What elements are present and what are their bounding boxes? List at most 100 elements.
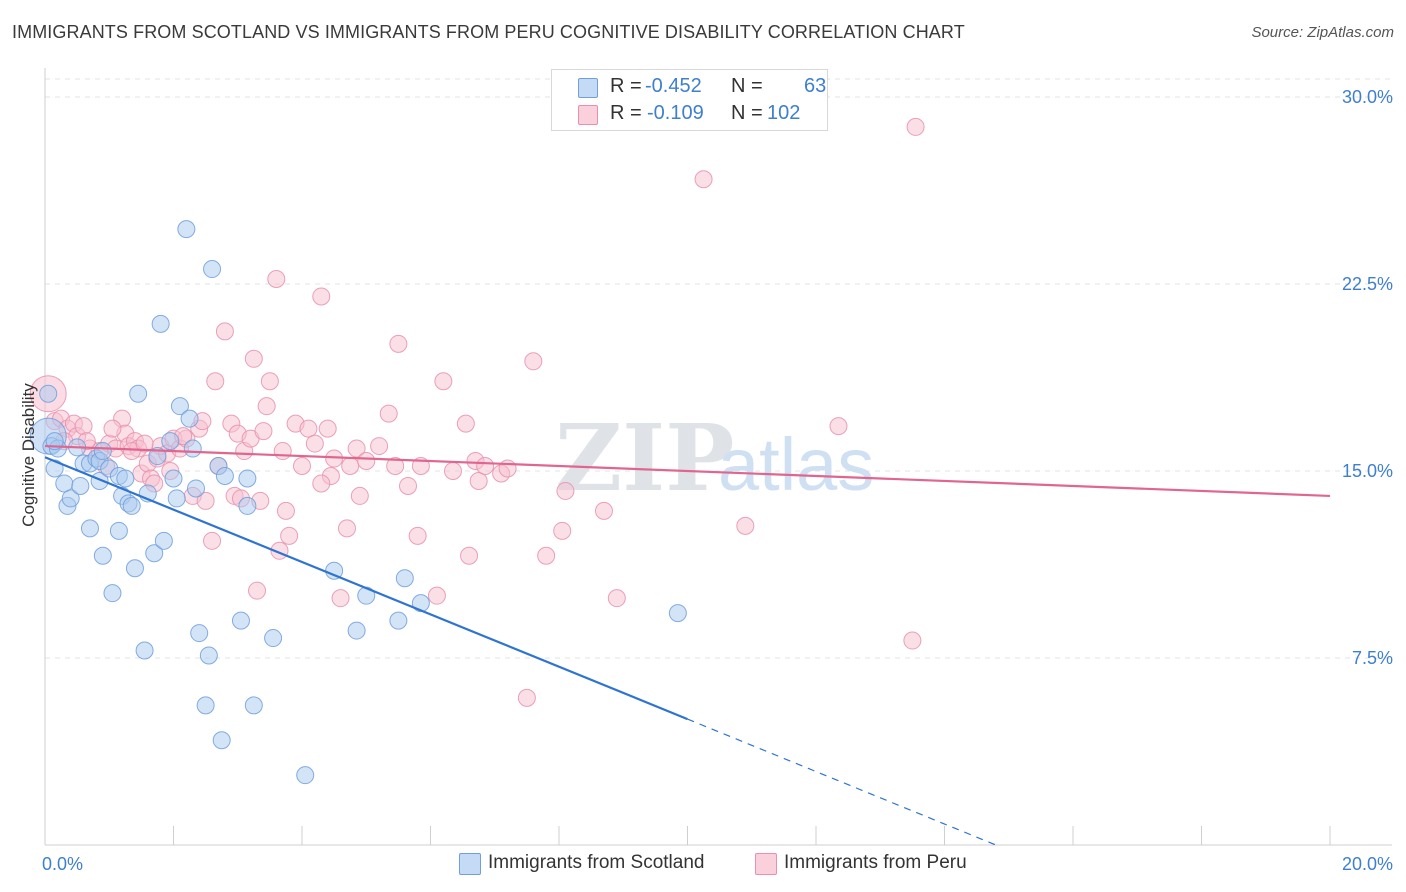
scotland-point xyxy=(177,220,196,239)
peru-point xyxy=(553,521,572,540)
bottom-label-scotland: Immigrants from Scotland xyxy=(488,852,705,873)
y-tick-label: 30.0% xyxy=(1342,87,1393,107)
peru-point xyxy=(74,417,93,436)
peru-trend-line xyxy=(44,444,1331,498)
peru-point xyxy=(469,471,488,490)
scotland-point xyxy=(135,641,154,660)
scotland-point xyxy=(395,569,414,588)
scotland-point xyxy=(389,611,408,630)
scotland-point xyxy=(145,544,164,563)
scotland-point xyxy=(238,496,257,515)
peru-point xyxy=(408,526,427,545)
peru-point xyxy=(357,452,376,471)
peru-point xyxy=(280,526,299,545)
scotland-point xyxy=(231,611,250,630)
scotland-point xyxy=(154,531,173,550)
chart-source: Source: ZipAtlas.com xyxy=(1251,24,1394,41)
scotland-point xyxy=(109,521,128,540)
scotland-point xyxy=(71,476,90,495)
peru-point xyxy=(135,434,154,453)
peru-point xyxy=(267,270,286,289)
peru-point xyxy=(244,349,263,368)
peru-point xyxy=(260,372,279,391)
peru-point xyxy=(498,459,517,478)
peru-point xyxy=(460,546,479,565)
scotland-point xyxy=(151,314,170,333)
scotland-point xyxy=(183,439,202,458)
legend-r-value: -0.109 xyxy=(647,102,704,124)
scotland-point xyxy=(411,594,430,613)
peru-point xyxy=(206,372,225,391)
scotland-point xyxy=(180,409,199,428)
axes xyxy=(44,68,1392,846)
scotland-point xyxy=(167,489,186,508)
scotland-point xyxy=(129,384,148,403)
y-axis-label: Cognitive Disability xyxy=(19,383,38,527)
scotland-point xyxy=(93,442,112,461)
peru-point xyxy=(476,457,495,476)
scotland-point xyxy=(148,447,167,466)
peru-point xyxy=(903,631,922,650)
correlation-legend: R = -0.452 N = 63 R = -0.109 N = 102 xyxy=(551,69,828,131)
legend-r-label: R = xyxy=(610,102,642,124)
peru-point xyxy=(312,287,331,306)
y-tick-label: 15.0% xyxy=(1342,461,1393,481)
legend-n-label: N = xyxy=(731,75,763,97)
scotland-point xyxy=(199,646,218,665)
gridlines xyxy=(45,78,1392,659)
legend-n-value: 102 xyxy=(767,102,801,124)
legend-n-value: 63 xyxy=(804,75,827,97)
scotland-point xyxy=(39,384,58,403)
scotland-point xyxy=(186,479,205,498)
peru-point xyxy=(248,581,267,600)
y-tick-label: 22.5% xyxy=(1342,274,1393,294)
chart-title: IMMIGRANTS FROM SCOTLAND VS IMMIGRANTS F… xyxy=(12,22,965,42)
scotland-point xyxy=(196,696,215,715)
peru-point xyxy=(829,417,848,436)
peru-point xyxy=(215,322,234,341)
bottom-swatch-peru xyxy=(755,853,777,875)
peru-point xyxy=(456,414,475,433)
peru-point xyxy=(694,170,713,189)
legend-n-label: N = xyxy=(731,102,763,124)
peru-point xyxy=(103,419,122,438)
legend-r-label: R = xyxy=(610,75,642,97)
scotland-point xyxy=(296,766,315,785)
scotland-point xyxy=(238,469,257,488)
x-tick-label: 0.0% xyxy=(42,854,83,874)
peru-point xyxy=(537,546,556,565)
bottom-label-peru: Immigrants from Peru xyxy=(784,852,967,873)
peru-point xyxy=(337,519,356,538)
peru-point xyxy=(594,501,613,520)
peru-point xyxy=(305,434,324,453)
scotland-point xyxy=(125,559,144,578)
peru-point xyxy=(276,501,295,520)
peru-point xyxy=(556,481,575,500)
peru-point xyxy=(379,404,398,423)
legend-swatch-scotland xyxy=(578,78,598,98)
peru-point xyxy=(370,437,389,456)
watermark-zip: ZIP xyxy=(555,404,734,512)
peru-point xyxy=(427,586,446,605)
tick-labels: 7.5% 15.0% 22.5% 30.0% 0.0% 20.0% xyxy=(42,87,1393,874)
scotland-point xyxy=(212,731,231,750)
scotland-point xyxy=(161,432,180,451)
peru-point xyxy=(389,334,408,353)
peru-point xyxy=(341,457,360,476)
peru-point xyxy=(318,419,337,438)
scotland-point xyxy=(80,519,99,538)
scotland-trend-extension xyxy=(687,718,997,846)
peru-point xyxy=(257,397,276,416)
watermark-atlas: atlas xyxy=(718,423,874,506)
scotland-point xyxy=(61,489,80,508)
scotland-point xyxy=(264,629,283,648)
y-tick-label: 7.5% xyxy=(1352,648,1393,668)
legend-r-value: -0.452 xyxy=(645,75,702,97)
peru-point xyxy=(312,474,331,493)
legend-swatch-peru xyxy=(578,105,598,125)
scotland-point xyxy=(93,546,112,565)
scotland-point xyxy=(116,469,135,488)
peru-point xyxy=(607,589,626,608)
peru-point xyxy=(293,457,311,476)
